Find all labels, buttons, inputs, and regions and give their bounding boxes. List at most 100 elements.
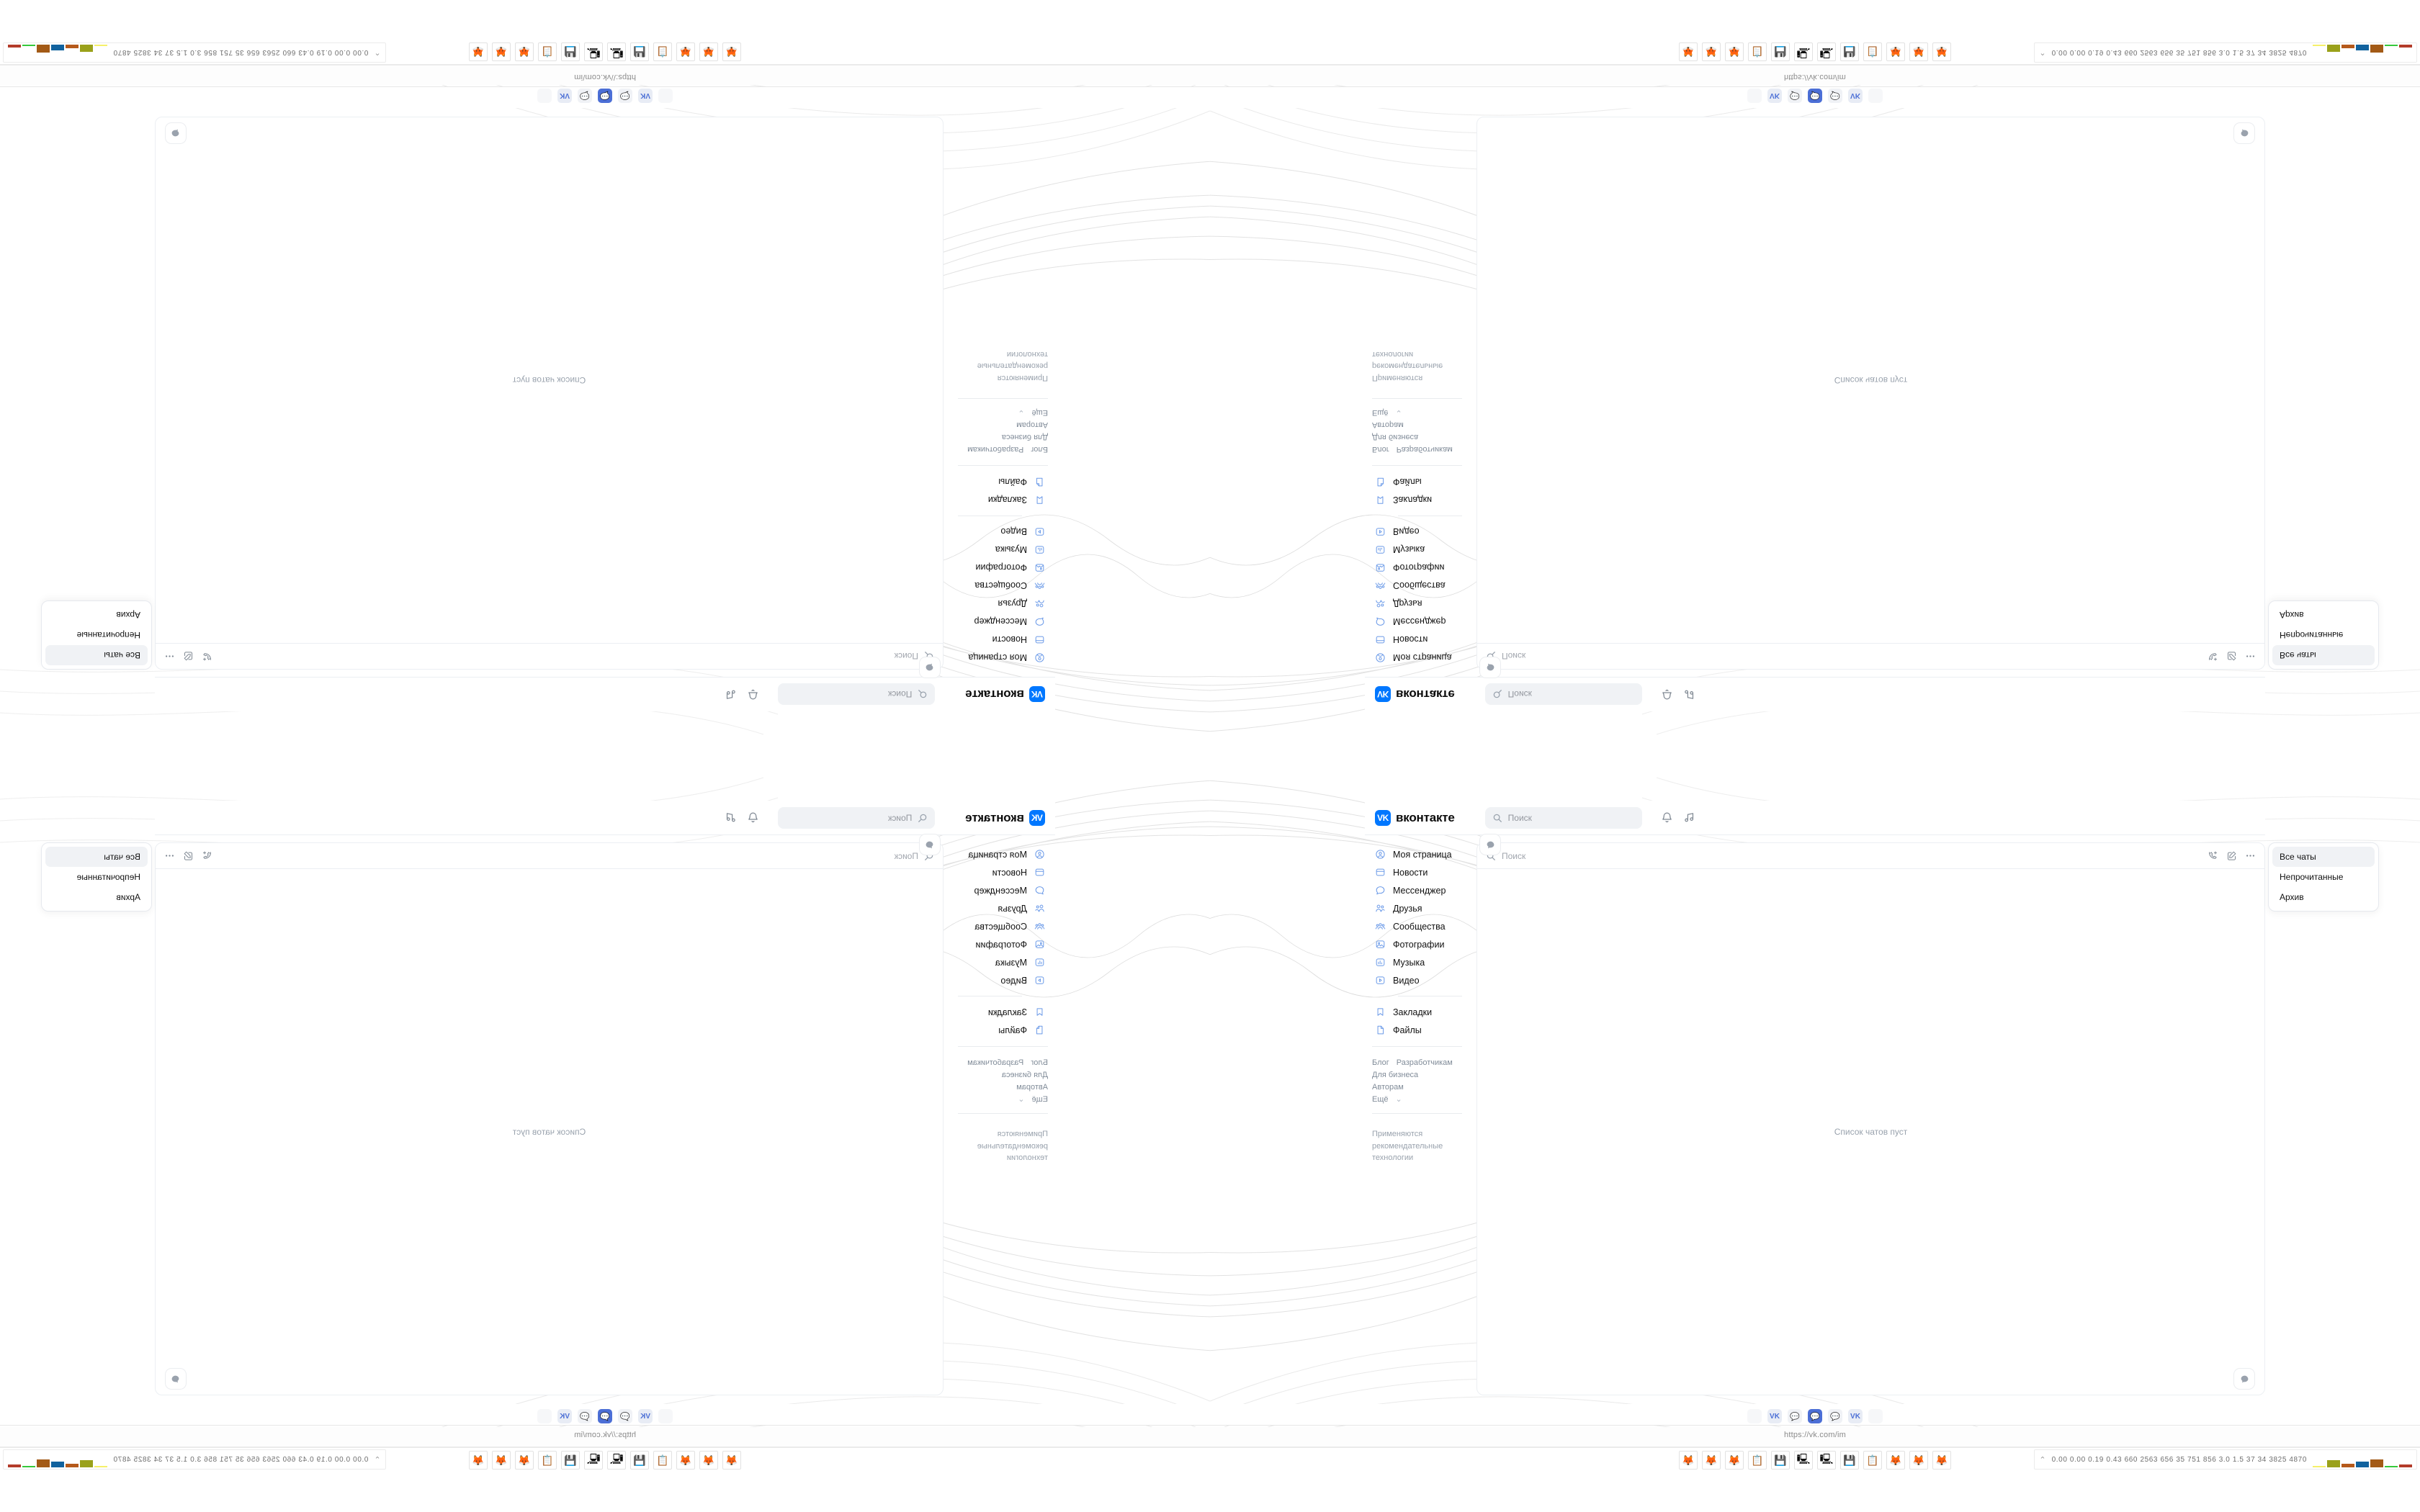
- chat-search-input[interactable]: Поиск: [894, 651, 918, 662]
- sidebar-item-3[interactable]: Друзья: [951, 899, 1049, 917]
- tab-im-active[interactable]: 💬: [1808, 89, 1822, 103]
- sidebar-item-7[interactable]: Видео: [1371, 971, 1469, 989]
- sidebar-item-6[interactable]: Музыка: [951, 541, 1049, 559]
- sidebar-item-0[interactable]: Моя страница: [1371, 649, 1469, 667]
- sidebar-item-4[interactable]: Сообщества: [1371, 577, 1469, 595]
- sidebar-secondary-item-1[interactable]: Файлы: [951, 473, 1049, 491]
- taskbar-firefox-1-0[interactable]: 🦊: [722, 1451, 741, 1470]
- tab-chat-left[interactable]: 💬: [618, 1409, 632, 1423]
- global-search-input[interactable]: Поиск: [778, 806, 936, 829]
- notifications-bell-icon[interactable]: [1661, 811, 1673, 824]
- sidebar-item-0[interactable]: Моя страница: [951, 649, 1049, 667]
- sidebar-item-4[interactable]: Сообщества: [951, 917, 1049, 935]
- tab-im-active[interactable]: 💬: [598, 1409, 612, 1423]
- footer-link-developers[interactable]: Разработчикам: [1396, 1058, 1453, 1067]
- footer-link-blog[interactable]: Блог: [1031, 1058, 1048, 1067]
- sidebar-secondary-item-0[interactable]: Закладки: [1371, 491, 1469, 509]
- floating-chat-button[interactable]: [2233, 1368, 2255, 1390]
- chat-filter-option-1[interactable]: Непрочитанные: [2280, 630, 2344, 640]
- taskbar-text-editor-8[interactable]: 📋: [1863, 1451, 1882, 1470]
- chat-filter-option-0[interactable]: Все чаты: [2272, 645, 2375, 665]
- global-search-input[interactable]: Поиск: [1484, 683, 1642, 706]
- taskbar-text-editor-3[interactable]: 📋: [653, 42, 672, 61]
- footer-link-authors[interactable]: Авторам: [1372, 1083, 1404, 1092]
- taskbar-save-app-4[interactable]: 💾: [630, 42, 649, 61]
- footer-link-developers[interactable]: Разработчикам: [1396, 445, 1453, 454]
- footer-link-developers[interactable]: Разработчикам: [967, 1058, 1024, 1067]
- music-player-icon[interactable]: [725, 811, 737, 824]
- taskbar-firefox-2-1[interactable]: 🦊: [699, 42, 718, 61]
- sidebar-item-2[interactable]: Мессенджер: [951, 613, 1049, 631]
- ellipsis-icon[interactable]: [164, 850, 175, 861]
- sidebar-item-6[interactable]: Музыка: [951, 953, 1049, 971]
- tab-ghost-right[interactable]: [537, 1409, 552, 1423]
- sidebar-item-6[interactable]: Музыка: [1371, 953, 1469, 971]
- taskbar-firefox-3-9[interactable]: 🦊: [1886, 42, 1905, 61]
- tab-chat-right[interactable]: 💬: [1828, 89, 1842, 103]
- footer-link-more[interactable]: Ещё: [1372, 408, 1389, 417]
- taskbar-save-app-4[interactable]: 💾: [630, 1451, 649, 1470]
- floating-chat-button-secondary[interactable]: [919, 657, 941, 678]
- tab-vk-right[interactable]: VK: [1848, 89, 1863, 103]
- taskbar-firefox-3-9[interactable]: 🦊: [515, 1451, 534, 1470]
- taskbar-firefox-1-11[interactable]: 🦊: [1932, 1451, 1951, 1470]
- chat-filter-option-2[interactable]: Архив: [2280, 610, 2304, 620]
- floating-chat-button[interactable]: [2233, 122, 2255, 144]
- sidebar-item-0[interactable]: Моя страница: [951, 845, 1049, 863]
- global-search-input[interactable]: Поиск: [1484, 806, 1642, 829]
- sidebar-item-7[interactable]: Видео: [951, 971, 1049, 989]
- phone-plus-icon[interactable]: [202, 651, 212, 662]
- footer-link-more[interactable]: Ещё: [1031, 408, 1048, 417]
- taskbar-save-app-4[interactable]: 💾: [1771, 1451, 1790, 1470]
- chat-filter-option-0[interactable]: Все чаты: [45, 847, 148, 867]
- pencil-square-icon[interactable]: [183, 850, 194, 861]
- floating-chat-button-secondary[interactable]: [1479, 834, 1501, 855]
- sidebar-item-4[interactable]: Сообщества: [1371, 917, 1469, 935]
- sidebar-secondary-item-0[interactable]: Закладки: [1371, 1003, 1469, 1021]
- global-search-input[interactable]: Поиск: [778, 683, 936, 706]
- vk-logo[interactable]: VK вконтакте: [965, 809, 1045, 826]
- chevron-up-icon[interactable]: ⌃: [2039, 48, 2046, 57]
- tab-chat-right[interactable]: 💬: [578, 1409, 592, 1423]
- sidebar-item-7[interactable]: Видео: [951, 523, 1049, 541]
- chat-filter-option-1[interactable]: Непрочитанные: [76, 630, 140, 640]
- tab-chat-right[interactable]: 💬: [578, 89, 592, 103]
- taskbar-firefox-1-0[interactable]: 🦊: [722, 42, 741, 61]
- floating-chat-button-secondary[interactable]: [1479, 657, 1501, 678]
- music-player-icon[interactable]: [1683, 688, 1695, 701]
- tab-chat-right[interactable]: 💬: [1828, 1409, 1842, 1423]
- sidebar-item-4[interactable]: Сообщества: [951, 577, 1049, 595]
- chat-filter-option-2[interactable]: Архив: [2280, 892, 2304, 902]
- taskbar-firefox-2-1[interactable]: 🦊: [699, 1451, 718, 1470]
- notifications-bell-icon[interactable]: [747, 811, 759, 824]
- footer-link-business[interactable]: Для бизнеса: [1372, 432, 1419, 441]
- sidebar-item-0[interactable]: Моя страница: [1371, 845, 1469, 863]
- footer-link-business[interactable]: Для бизнеса: [1372, 1071, 1419, 1080]
- chat-filter-option-0[interactable]: Все чаты: [45, 645, 148, 665]
- taskbar-text-editor-3[interactable]: 📋: [653, 1451, 672, 1470]
- footer-link-authors[interactable]: Авторам: [1016, 420, 1048, 429]
- footer-link-business[interactable]: Для бизнеса: [1001, 1071, 1048, 1080]
- taskbar-terminal-5[interactable]: 🖳: [607, 42, 626, 61]
- taskbar-firefox-2-1[interactable]: 🦊: [1702, 42, 1721, 61]
- taskbar-firefox-3-2[interactable]: 🦊: [1725, 1451, 1744, 1470]
- chat-search-input[interactable]: Поиск: [894, 850, 918, 861]
- tab-ghost-right[interactable]: [537, 89, 552, 103]
- chat-search-input[interactable]: Поиск: [1502, 850, 1526, 861]
- tab-ghost-left[interactable]: [658, 1409, 673, 1423]
- footer-link-blog[interactable]: Блог: [1372, 1058, 1389, 1067]
- taskbar-firefox-1-0[interactable]: 🦊: [1679, 42, 1698, 61]
- tab-ghost-left[interactable]: [658, 89, 673, 103]
- taskbar-firefox-3-2[interactable]: 🦊: [1725, 42, 1744, 61]
- vk-logo[interactable]: VK вконтакте: [1375, 809, 1455, 826]
- vk-logo[interactable]: VK вконтакте: [1375, 686, 1455, 703]
- tab-ghost-right[interactable]: [1868, 89, 1883, 103]
- tab-chat-left[interactable]: 💬: [1788, 89, 1802, 103]
- sidebar-item-5[interactable]: Фотографии: [951, 559, 1049, 577]
- tab-chat-left[interactable]: 💬: [1788, 1409, 1802, 1423]
- taskbar-terminal-6[interactable]: 🖳: [584, 1451, 603, 1470]
- sidebar-item-3[interactable]: Друзья: [1371, 899, 1469, 917]
- floating-chat-button[interactable]: [165, 122, 187, 144]
- notifications-bell-icon[interactable]: [747, 688, 759, 701]
- taskbar-save-app-7[interactable]: 💾: [561, 42, 580, 61]
